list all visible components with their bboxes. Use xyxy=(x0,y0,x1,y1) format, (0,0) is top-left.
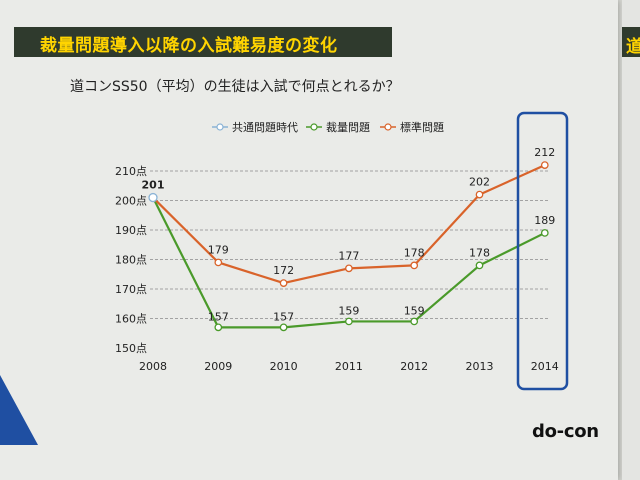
data-label-hyojun-2011: 177 xyxy=(338,249,359,262)
point-hyojun-2014 xyxy=(540,161,549,169)
point-kyotsu-2008 xyxy=(148,192,158,203)
data-label-sairyo-2010: 157 xyxy=(273,310,294,323)
data-label-hyojun-2012: 178 xyxy=(404,246,425,259)
point-sairyo-2012 xyxy=(410,317,419,326)
data-label-hyojun-2013: 202 xyxy=(469,176,490,189)
x-tick-label: 2010 xyxy=(270,360,298,373)
data-label-hyojun-2014: 212 xyxy=(534,146,555,159)
point-sairyo-2009 xyxy=(214,323,223,332)
data-label-sairyo-2012: 159 xyxy=(404,304,425,317)
point-sairyo-2013 xyxy=(475,261,484,270)
slide-title-band xyxy=(14,27,392,57)
y-tick-label: 160点 xyxy=(115,313,147,326)
highlight-2014-box xyxy=(516,111,569,391)
data-label-hyojun-2010: 172 xyxy=(273,264,294,277)
point-hyojun-2013 xyxy=(475,190,484,199)
chart: 道コンSS50（平均）の生徒は入試で何点とれるか？ 共通問題時代 裁量問題 標準… xyxy=(70,79,569,391)
y-tick-label: 210点 xyxy=(115,165,147,178)
docon-logo: do-con xyxy=(532,421,599,442)
data-label-sairyo-2011: 159 xyxy=(338,304,359,317)
x-axis-ticks: 2008 2009 2010 2011 2012 2013 2014 xyxy=(139,360,559,373)
data-label-sairyo-2014: 189 xyxy=(534,214,555,227)
legend-label-sairyo: 裁量問題 xyxy=(326,121,370,134)
point-sairyo-2014 xyxy=(540,229,549,237)
data-labels: 157 157 159 159 178 189 201 179 172 177 178 202 212 xyxy=(142,146,556,323)
point-hyojun-2010 xyxy=(279,279,288,287)
x-tick-label: 2011 xyxy=(335,360,363,373)
data-label-hyojun-2009: 179 xyxy=(208,243,229,256)
slide-title: 裁量問題導入以降の入試難易度の変化 xyxy=(40,36,338,56)
x-tick-label: 2012 xyxy=(400,360,428,373)
point-sairyo-2010 xyxy=(279,323,288,332)
slide xyxy=(0,0,618,480)
y-tick-label: 200点 xyxy=(115,195,147,208)
legend-label-kyotsu: 共通問題時代 xyxy=(232,121,298,134)
y-tick-label: 180点 xyxy=(115,254,147,267)
next-slide-edge xyxy=(622,0,640,480)
y-tick-label: 150点 xyxy=(115,342,147,355)
x-tick-label: 2009 xyxy=(204,360,232,373)
data-label-hyojun-2008: 201 xyxy=(142,179,165,192)
point-hyojun-2011 xyxy=(345,264,353,273)
data-label-sairyo-2009: 157 xyxy=(208,310,229,323)
legend-marker-kyotsu xyxy=(216,123,224,131)
point-hyojun-2012 xyxy=(410,261,419,270)
chart-title: 道コンSS50（平均）の生徒は入試で何点とれるか？ xyxy=(70,79,400,95)
y-tick-label: 170点 xyxy=(115,283,147,296)
legend-marker-hyojun xyxy=(384,123,392,131)
point-sairyo-2011 xyxy=(345,317,353,326)
y-axis-ticks: 150点 160点 170点 180点 190点 200点 210点 xyxy=(115,165,147,355)
next-slide-title-fragment: 道 xyxy=(626,37,640,57)
chart-legend: 共通問題時代 裁量問題 標準問題 xyxy=(212,120,444,134)
point-hyojun-2009 xyxy=(214,258,223,267)
legend-marker-sairyo xyxy=(310,123,318,131)
legend-label-hyojun: 標準問題 xyxy=(400,120,444,134)
data-label-sairyo-2013: 178 xyxy=(469,246,490,259)
series-points xyxy=(148,161,549,332)
x-tick-label: 2013 xyxy=(466,360,494,373)
y-tick-label: 190点 xyxy=(115,224,147,237)
next-slide-title-band xyxy=(622,27,640,57)
x-tick-label: 2014 xyxy=(531,360,559,373)
decorative-blue-wedge xyxy=(0,375,38,445)
x-tick-label: 2008 xyxy=(139,360,167,373)
